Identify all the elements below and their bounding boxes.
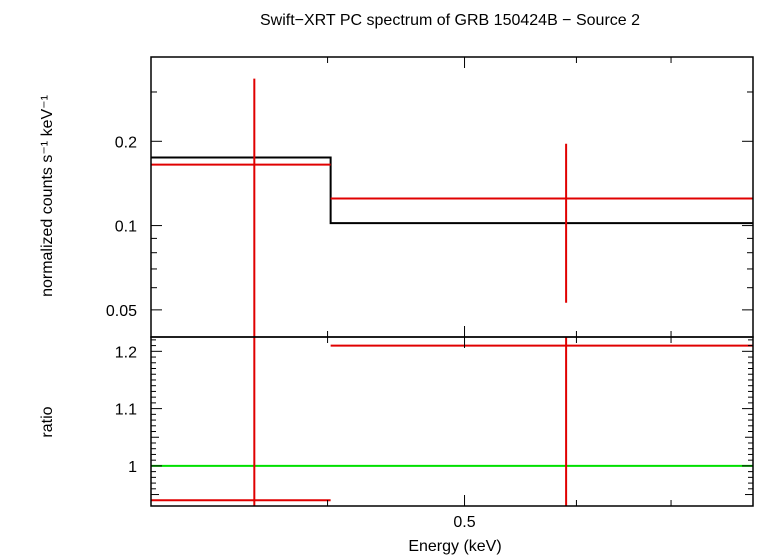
model-step-line [151, 156, 753, 225]
x-axis-label: Energy (keV) [408, 538, 501, 555]
bottom-y-tick-label: 1 [128, 459, 137, 476]
ratio-panel-frame [150, 336, 754, 507]
top-y-axis-label: normalized counts s⁻¹ keV⁻¹ [39, 95, 56, 297]
bottom-y-tick-label: 1.1 [115, 402, 137, 419]
top-y-tick-label: 0.05 [106, 303, 137, 320]
bottom-y-axis-label: ratio [39, 406, 56, 437]
x-tick-label: 0.5 [453, 514, 475, 531]
panel-frames: 0.05 0.1 0.2 1 1.1 1.2 0.5 [106, 56, 754, 531]
chart-title: Swift−XRT PC spectrum of GRB 150424B − S… [260, 12, 640, 29]
top-y-tick-label: 0.2 [115, 134, 137, 151]
top-y-tick-label: 0.1 [115, 219, 137, 236]
spectrum-panel [151, 78, 753, 337]
bottom-y-tick-label: 1.2 [115, 344, 137, 361]
ratio-panel [151, 337, 753, 506]
spectrum-panel-frame [150, 56, 754, 338]
